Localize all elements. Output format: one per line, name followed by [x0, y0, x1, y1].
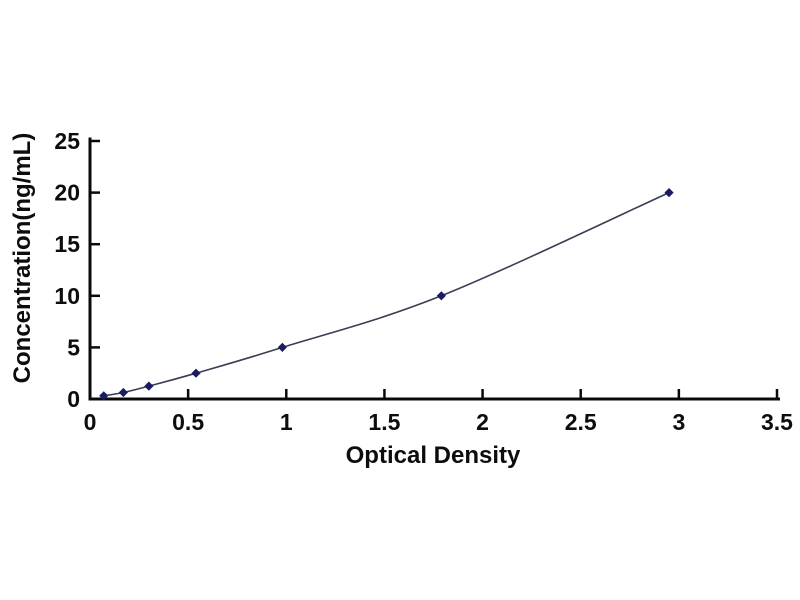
data-point-marker [436, 291, 446, 301]
data-point-marker [144, 381, 154, 391]
axes-frame [88, 137, 780, 401]
data-point-marker [277, 342, 287, 352]
x-tick-label: 1.5 [368, 409, 400, 435]
y-axis-title: Concentration(ng/mL) [9, 133, 36, 384]
standard-curve-line [103, 191, 670, 397]
y-tick-label: 5 [67, 334, 80, 360]
axis-ticks [91, 139, 779, 401]
data-point-marker [664, 188, 674, 198]
data-markers [99, 188, 674, 401]
axis-tick-labels: 0 0.5 1 1.5 2 2.5 3 3.5 0 5 10 15 20 25 [54, 128, 793, 435]
data-point-marker [118, 387, 128, 398]
x-tick-label: 2.5 [565, 409, 597, 435]
data-point-marker [191, 368, 201, 378]
axis-lines [88, 137, 780, 401]
y-tick-label: 25 [54, 128, 80, 154]
y-tick-label: 20 [54, 180, 80, 206]
x-tick-label: 2 [476, 409, 489, 435]
x-tick-label: 0.5 [172, 409, 204, 435]
data-point-marker [99, 391, 109, 401]
y-tick-label: 10 [54, 283, 80, 309]
x-tick-label: 1 [280, 409, 293, 435]
x-tick-label: 3 [672, 409, 685, 435]
data-curve [103, 191, 670, 397]
y-tick-label: 15 [54, 231, 80, 257]
x-tick-label: 0 [84, 409, 97, 435]
y-tick-label: 0 [67, 386, 80, 412]
x-axis-title: Optical Density [346, 442, 521, 469]
x-tick-label: 3.5 [761, 409, 793, 435]
